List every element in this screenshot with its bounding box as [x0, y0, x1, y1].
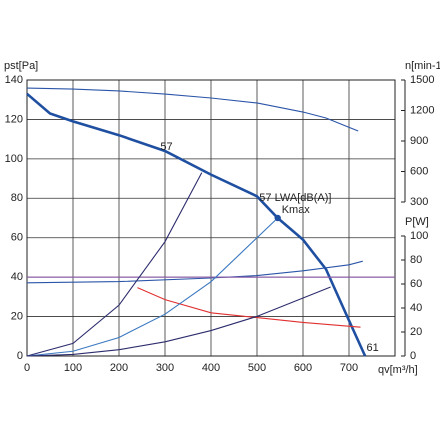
y-tick-label: 60: [11, 232, 23, 244]
point-label: Kmax: [282, 204, 311, 216]
series-line: [26, 260, 363, 284]
series-line: [26, 172, 203, 357]
y3-tick-label: 0: [410, 350, 416, 362]
annotation: 57 LWA[dB(A)]: [259, 192, 331, 204]
y-tick-label: 100: [5, 153, 23, 165]
y-tick-label: 0: [17, 350, 23, 362]
series-line: [26, 92, 367, 357]
series-line: [137, 287, 361, 328]
y2-tick-label: 1500: [410, 74, 434, 86]
y-tick-label: 80: [11, 192, 23, 204]
plot-frame: [26, 79, 396, 357]
operating-point: [274, 214, 281, 222]
y3-tick-label: 20: [410, 326, 422, 338]
y3-tick-label: 60: [410, 278, 422, 290]
y-tick-label: 140: [5, 74, 23, 86]
x-axis-label: qv[m³/h]: [378, 364, 418, 376]
x-tick-label: 600: [294, 362, 312, 374]
series-line: [26, 87, 359, 132]
y2-tick-label: 600: [410, 165, 428, 177]
y2-tick-label: 900: [410, 135, 428, 147]
x-tick-label: 300: [156, 362, 174, 374]
annotation: 57: [160, 141, 172, 153]
y-tick-label: 40: [11, 271, 23, 283]
x-tick-label: 200: [110, 362, 128, 374]
y3-tick-label: 100: [410, 230, 428, 242]
y-tick-label: 20: [11, 310, 23, 322]
y-tick-label: 120: [5, 113, 23, 125]
y2-tick-label: 300: [410, 196, 428, 208]
series-line: [26, 286, 331, 357]
y3-tick-label: 40: [410, 302, 422, 314]
series-line: [26, 217, 279, 357]
x-tick-label: 0: [24, 362, 30, 374]
x-tick-label: 400: [202, 362, 220, 374]
y3-axis-label: P[W]: [405, 216, 429, 228]
annotation: 61: [366, 342, 378, 354]
y-axis-label: pst[Pa]: [4, 60, 38, 72]
x-tick-label: 500: [248, 362, 266, 374]
y2-tick-label: 1200: [410, 104, 434, 116]
x-tick-label: 700: [340, 362, 358, 374]
x-tick-label: 100: [64, 362, 82, 374]
y3-tick-label: 80: [410, 254, 422, 266]
y2-axis-label: n[min-1]: [405, 60, 440, 72]
